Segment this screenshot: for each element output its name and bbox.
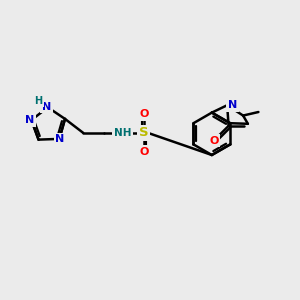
Text: O: O [209,136,219,146]
Text: N: N [228,100,237,110]
Text: N: N [42,102,51,112]
Text: NH: NH [114,128,131,138]
Text: O: O [139,109,148,119]
Text: O: O [139,147,148,157]
Text: H: H [34,96,42,106]
Text: N: N [25,115,34,125]
Text: S: S [139,126,149,140]
Text: N: N [55,134,64,145]
